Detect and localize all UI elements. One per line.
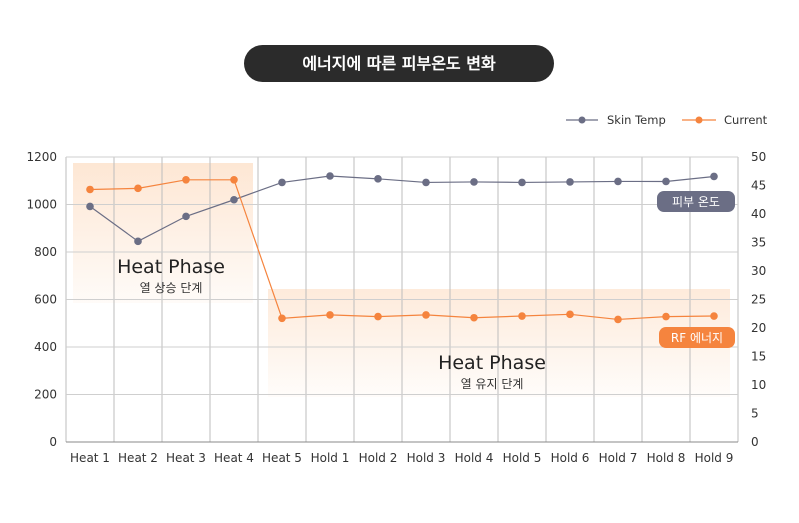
legend-label-skin-temp: Skin Temp [607,113,666,127]
x-tick-label: Hold 5 [503,451,542,465]
right-tick-label: 15 [751,350,766,364]
left-tick-label: 1200 [26,150,57,164]
right-tick-label: 45 [751,179,766,193]
data-point-current [134,184,142,193]
x-tick-label: Heat 1 [70,451,110,465]
series-line-skin-temp [89,175,715,243]
left-tick-label: 800 [34,245,57,259]
data-point-current [470,313,478,322]
heat-phase-region [73,163,253,303]
legend: Skin Temp Current [566,113,768,127]
x-tick-label: Heat 5 [262,451,302,465]
x-tick-label: Hold 1 [311,451,350,465]
data-point-current [710,312,718,320]
x-tick-label: Hold 9 [695,451,734,465]
series-line-current [89,179,715,321]
chart-title: 에너지에 따른 피부온도 변화 [302,54,496,73]
data-point-current [374,312,382,321]
x-tick-label: Heat 3 [166,451,206,465]
data-point-skin-temp [566,178,574,186]
badge-skin-temp: 피부 온도 [657,191,735,212]
x-tick-label: Hold 7 [599,451,638,465]
left-tick-label: 400 [34,340,57,354]
right-axis: 0 5 10 15 20 25 30 35 40 45 50 [751,150,766,449]
hold-phase-label: Heat Phase 열 유지 단계 [438,352,546,391]
data-point-current [278,314,286,323]
right-tick-label: 30 [751,264,766,278]
x-axis: Heat 1 Heat 2 Heat 3 Heat 4 Heat 5 Hold 1 Hold… [70,451,733,465]
data-point-skin-temp [662,177,670,186]
data-point-skin-temp [470,178,478,186]
data-point-skin-temp [278,178,286,187]
x-tick-label: Hold 6 [551,451,590,465]
left-tick-label: 1000 [26,198,57,212]
x-tick-label: Hold 3 [407,451,446,465]
data-point-current [662,312,670,321]
hold-phase-region [268,289,730,397]
data-point-skin-temp [230,195,238,204]
x-tick-label: Hold 2 [359,451,398,465]
data-point-current [518,312,526,320]
hold-phase-title: Heat Phase [438,352,546,374]
x-tick-label: Hold 8 [647,451,686,465]
data-point-skin-temp [134,237,142,246]
left-axis: 0 200 400 600 800 1000 1200 [26,150,57,449]
right-tick-label: 5 [751,407,759,421]
data-point-current [86,185,94,194]
data-point-skin-temp [710,172,718,181]
right-tick-label: 35 [751,236,766,250]
left-tick-label: 200 [34,388,57,402]
data-point-current [230,176,238,184]
right-tick-label: 0 [751,435,759,449]
series [86,172,718,324]
data-point-skin-temp [422,178,430,187]
title-pill: 에너지에 따른 피부온도 변화 [244,45,554,82]
right-tick-label: 50 [751,150,766,164]
badge-current-label: RF 에너지 [671,331,723,345]
heat-phase-subtitle: 열 상승 단계 [140,281,203,295]
right-tick-label: 25 [751,293,766,307]
data-point-current [326,311,334,319]
data-point-skin-temp [614,177,622,186]
data-point-current [182,176,190,184]
right-tick-label: 10 [751,378,766,392]
data-point-skin-temp [374,175,382,183]
legend-label-current: Current [724,113,768,127]
badge-skin-temp-label: 피부 온도 [672,195,720,209]
data-point-skin-temp [182,212,190,221]
x-tick-label: Hold 4 [455,451,494,465]
legend-item-skin-temp: Skin Temp [566,113,666,127]
right-tick-label: 20 [751,321,766,335]
data-point-skin-temp [86,202,94,211]
data-point-skin-temp [518,178,526,187]
legend-marker-skin-temp [578,116,586,124]
legend-marker-current [695,116,703,124]
x-tick-label: Heat 4 [214,451,254,465]
data-point-current [614,315,622,324]
legend-item-current: Current [682,113,768,127]
data-point-current [422,311,430,319]
left-tick-label: 0 [49,435,57,449]
data-point-skin-temp [326,172,334,180]
right-tick-label: 40 [751,207,766,221]
data-point-current [566,310,574,319]
left-tick-label: 600 [34,293,57,307]
heat-phase-title: Heat Phase [117,256,225,278]
hold-phase-subtitle: 열 유지 단계 [461,377,524,391]
x-tick-label: Heat 2 [118,451,158,465]
heat-phase-label: Heat Phase 열 상승 단계 [117,256,225,295]
badge-current: RF 에너지 [659,327,735,348]
